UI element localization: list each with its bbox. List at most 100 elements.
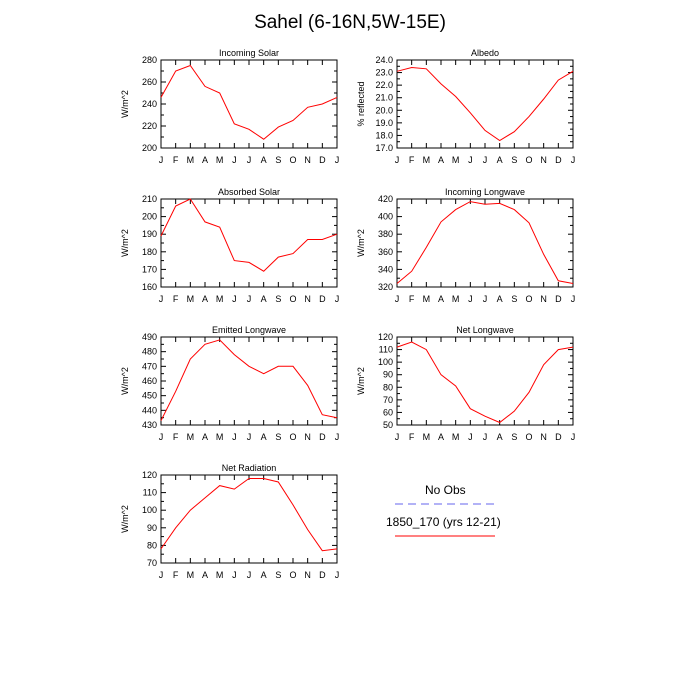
panel-6-series-line xyxy=(396,341,574,424)
panel-3-ytick-label: 200 xyxy=(142,212,157,222)
panel-3-xtick-label: J xyxy=(335,294,340,304)
panel-1-xtick-label: O xyxy=(289,155,296,165)
panel-1-xtick-label: S xyxy=(275,155,281,165)
panel-7-ytick-label: 110 xyxy=(143,488,157,498)
panel-3-ytick-label: 190 xyxy=(142,229,157,239)
panel-5-series-line xyxy=(160,339,338,421)
panel-5-xtick-label: A xyxy=(261,432,267,442)
panel-5-ytick-label: 460 xyxy=(142,376,157,386)
panel-3-xtick-label: D xyxy=(319,294,326,304)
panel-1-xtick-label: J xyxy=(159,155,164,165)
panel-7-ytick-label: 80 xyxy=(147,540,157,550)
panel-7-xtick-label: F xyxy=(173,570,179,580)
panel-2-ytick-label: 19.0 xyxy=(375,118,393,128)
panel-4-ytick-label: 360 xyxy=(378,247,393,257)
panel-4-xtick-label: A xyxy=(497,294,503,304)
panel-3-ylabel: W/m^2 xyxy=(120,229,130,257)
panel-5-frame xyxy=(160,336,338,426)
panel-3-title: Absorbed Solar xyxy=(218,187,280,197)
panel-5-xtick-label: J xyxy=(247,432,252,442)
panel-5-xtick-label: D xyxy=(319,432,326,442)
panel-6-title: Net Longwave xyxy=(456,325,514,335)
panel-6-ylabel: W/m^2 xyxy=(356,367,366,395)
panel-4-title: Incoming Longwave xyxy=(445,187,525,197)
panel-5-ytick-label: 450 xyxy=(142,391,157,401)
panel-6-xtick-label: J xyxy=(468,432,473,442)
panel-2-ytick-label: 17.0 xyxy=(375,143,393,153)
panel-4-xtick-label: S xyxy=(511,294,517,304)
panel-6-ytick-label: 120 xyxy=(378,332,393,342)
panel-4-xtick-label: M xyxy=(423,294,431,304)
panel-4-xtick-label: F xyxy=(409,294,415,304)
panel-6-ytick-label: 100 xyxy=(378,357,393,367)
panel-4-xtick-label: M xyxy=(452,294,460,304)
panel-7-ytick-label: 100 xyxy=(142,505,157,515)
panel-2-xtick-label: J xyxy=(468,155,473,165)
panel-6-xtick-label: M xyxy=(423,432,431,442)
panel-2-xtick-label: M xyxy=(452,155,460,165)
panel-1-xtick-label: A xyxy=(202,155,208,165)
panel-4-xtick-label: J xyxy=(395,294,400,304)
panel-4-xtick-label: J xyxy=(571,294,576,304)
panel-2-xtick-label: O xyxy=(525,155,532,165)
panel-7-xtick-label: M xyxy=(187,570,195,580)
panel-2-xtick-label: N xyxy=(540,155,547,165)
panel-2-title: Albedo xyxy=(471,48,499,58)
panel-3-xtick-label: A xyxy=(202,294,208,304)
panel-6-ytick-label: 90 xyxy=(383,370,393,380)
panel-2-ytick-label: 22.0 xyxy=(375,80,393,90)
panel-1-ytick-label: 280 xyxy=(142,55,157,65)
panel-1-ytick-label: 220 xyxy=(142,121,157,131)
panel-5-xtick-label: N xyxy=(304,432,311,442)
panel-3-xtick-label: J xyxy=(232,294,237,304)
panel-7-ylabel: W/m^2 xyxy=(120,505,130,533)
panel-6-xtick-label: J xyxy=(571,432,576,442)
panel-5-ytick-label: 430 xyxy=(142,420,157,430)
panel-1-xtick-label: J xyxy=(335,155,340,165)
panel-3-ytick-label: 160 xyxy=(142,282,157,292)
panel-6-xtick-label: J xyxy=(395,432,400,442)
panel-3-xtick-label: J xyxy=(159,294,164,304)
panel-5-xtick-label: S xyxy=(275,432,281,442)
panel-5-xtick-label: O xyxy=(289,432,296,442)
panel-5-xtick-label: F xyxy=(173,432,179,442)
panel-7-frame xyxy=(160,474,338,564)
panel-3-ytick-label: 170 xyxy=(142,264,157,274)
panel-4-ytick-label: 420 xyxy=(378,194,393,204)
panel-1-ylabel: W/m^2 xyxy=(120,90,130,118)
panel-2-xtick-label: M xyxy=(423,155,431,165)
panel-2-ytick-label: 18.0 xyxy=(375,130,393,140)
panel-5-xtick-label: J xyxy=(232,432,237,442)
panel-3-xtick-label: M xyxy=(187,294,195,304)
panel-7-ytick-label: 120 xyxy=(142,470,157,480)
panel-7-xtick-label: J xyxy=(232,570,237,580)
panel-2-frame xyxy=(396,59,574,149)
panel-1-series-line xyxy=(160,64,338,140)
panel-7-xtick-label: N xyxy=(304,570,311,580)
panel-1-ytick-label: 260 xyxy=(142,77,157,87)
panel-1-ytick-label: 240 xyxy=(142,99,157,109)
panel-4-series-line xyxy=(396,201,574,284)
panel-5-ylabel: W/m^2 xyxy=(120,367,130,395)
panel-2-ytick-label: 23.0 xyxy=(375,68,393,78)
panel-2-ytick-label: 24.0 xyxy=(375,55,393,65)
panel-1-xtick-label: D xyxy=(319,155,326,165)
panel-4-xtick-label: J xyxy=(483,294,488,304)
panel-3-xtick-label: O xyxy=(289,294,296,304)
panel-7-xtick-label: S xyxy=(275,570,281,580)
panel-1-ytick-label: 200 xyxy=(142,143,157,153)
panel-1-frame xyxy=(160,59,338,149)
panel-1-xtick-label: F xyxy=(173,155,179,165)
panel-4-ytick-label: 320 xyxy=(378,282,393,292)
panel-4-frame xyxy=(396,198,574,288)
panel-4-xtick-label: N xyxy=(540,294,547,304)
panel-3-xtick-label: M xyxy=(216,294,224,304)
panel-6-ytick-label: 60 xyxy=(383,407,393,417)
panel-7-series-line xyxy=(160,478,338,552)
panel-6-xtick-label: S xyxy=(511,432,517,442)
panel-4-xtick-label: D xyxy=(555,294,562,304)
panel-5-title: Emitted Longwave xyxy=(212,325,286,335)
panel-1-xtick-label: J xyxy=(247,155,252,165)
panel-6-xtick-label: M xyxy=(452,432,460,442)
